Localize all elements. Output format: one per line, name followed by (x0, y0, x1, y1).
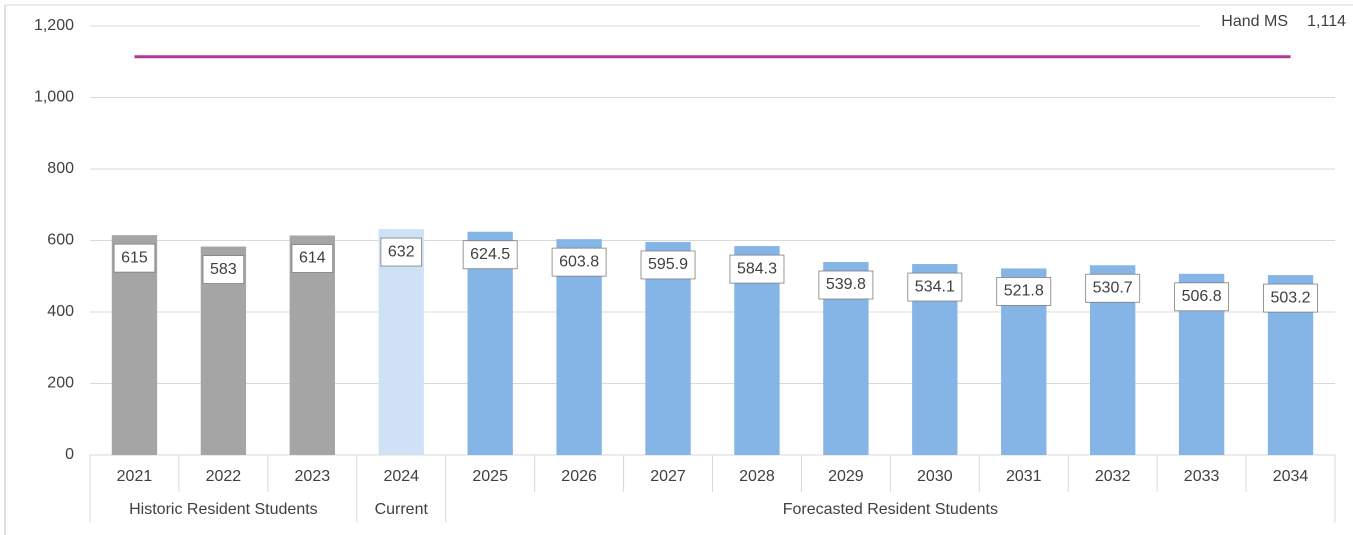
data-label: 632 (388, 243, 415, 260)
data-label: 521.8 (1004, 283, 1044, 300)
data-label-box (291, 244, 334, 273)
data-label: 615 (121, 249, 148, 266)
data-label: 583 (210, 261, 237, 278)
group-label: Historic Resident Students (129, 501, 318, 518)
data-label: 539.8 (826, 276, 866, 293)
x-tick-label: 2030 (917, 468, 953, 485)
data-label-box (202, 255, 245, 284)
data-label-box (551, 247, 607, 277)
x-tick-label: 2031 (1006, 468, 1042, 485)
x-tick-label: 2023 (295, 468, 331, 485)
data-label-box (462, 240, 518, 270)
data-label: 534.1 (915, 278, 955, 295)
data-label-box (729, 254, 785, 284)
data-label-box (113, 243, 156, 273)
y-tick-label: 800 (47, 160, 74, 177)
data-label-box (1085, 273, 1141, 303)
data-label: 603.8 (559, 253, 599, 270)
y-tick-label: 400 (47, 303, 74, 320)
x-tick-label: 2021 (117, 468, 153, 485)
data-label: 530.7 (1093, 279, 1133, 296)
x-tick-label: 2029 (828, 468, 864, 485)
x-tick-label: 2025 (472, 468, 508, 485)
data-label-box (996, 277, 1052, 306)
bar (378, 229, 424, 455)
data-label: 506.8 (1182, 288, 1222, 305)
data-label: 624.5 (470, 246, 510, 263)
x-tick-label: 2032 (1095, 468, 1131, 485)
data-label: 584.3 (737, 260, 777, 277)
x-tick-label: 2022 (206, 468, 242, 485)
x-tick-label: 2028 (739, 468, 775, 485)
reference-label-bg (1200, 10, 1350, 36)
x-tick-label: 2026 (561, 468, 597, 485)
y-tick-label: 200 (47, 375, 74, 392)
data-label-box (380, 237, 423, 267)
data-label: 595.9 (648, 256, 688, 273)
data-label: 614 (299, 250, 326, 267)
y-tick-label: 600 (47, 232, 74, 249)
x-tick-label: 2033 (1184, 468, 1220, 485)
group-label: Forecasted Resident Students (783, 501, 998, 518)
data-label: 503.2 (1271, 289, 1311, 306)
data-label-box (818, 270, 874, 300)
data-label-box (1263, 283, 1318, 313)
x-tick-label: 2034 (1273, 468, 1309, 485)
group-label: Current (375, 501, 429, 518)
data-label-box (907, 272, 963, 302)
data-label-box (640, 250, 696, 280)
reference-label-name: Hand MS (1221, 13, 1288, 30)
x-tick-label: 2027 (650, 468, 686, 485)
y-tick-label: 1,200 (34, 17, 74, 34)
x-tick-label: 2024 (383, 468, 419, 485)
y-tick-label: 0 (65, 446, 74, 463)
y-tick-label: 1,000 (34, 89, 74, 106)
reference-label-value: 1,114 (1307, 13, 1346, 30)
data-label-box (1174, 282, 1230, 312)
